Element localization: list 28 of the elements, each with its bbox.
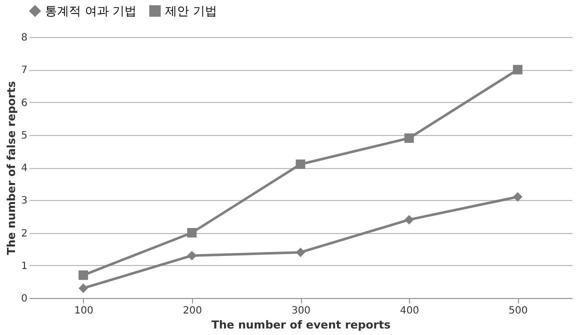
point: [296, 248, 306, 258]
point: [187, 250, 197, 260]
y-axis-title: The number of false reports: [5, 80, 18, 255]
x-axis-title: The number of event reports: [211, 318, 391, 332]
y-tick-label: 2: [21, 228, 28, 240]
x-tick-label: 400: [400, 306, 420, 316]
point: [404, 133, 414, 143]
point: [78, 283, 88, 293]
point: [296, 159, 306, 169]
y-tick-label: 8: [21, 32, 28, 44]
y-tick-label: 0: [21, 294, 28, 304]
point: [404, 214, 414, 224]
y-tick-label: 4: [21, 163, 28, 174]
point: [78, 270, 88, 280]
x-tick-label: 300: [291, 306, 311, 316]
y-tick-label: 5: [21, 130, 28, 142]
x-tick-label: 200: [182, 306, 202, 316]
legend-label: 통계적 여과 기법: [45, 4, 137, 18]
point: [512, 192, 522, 202]
y-tick-label: 3: [21, 196, 28, 207]
x-tick-label: 100: [74, 306, 94, 316]
point: [512, 64, 522, 74]
point: [187, 228, 197, 238]
legend-label: 제안 기법: [165, 4, 217, 18]
y-tick-label: 6: [21, 98, 28, 109]
y-tick-label: 7: [21, 65, 28, 76]
x-tick-label: 500: [508, 306, 528, 316]
y-tick-label: 1: [21, 260, 28, 272]
